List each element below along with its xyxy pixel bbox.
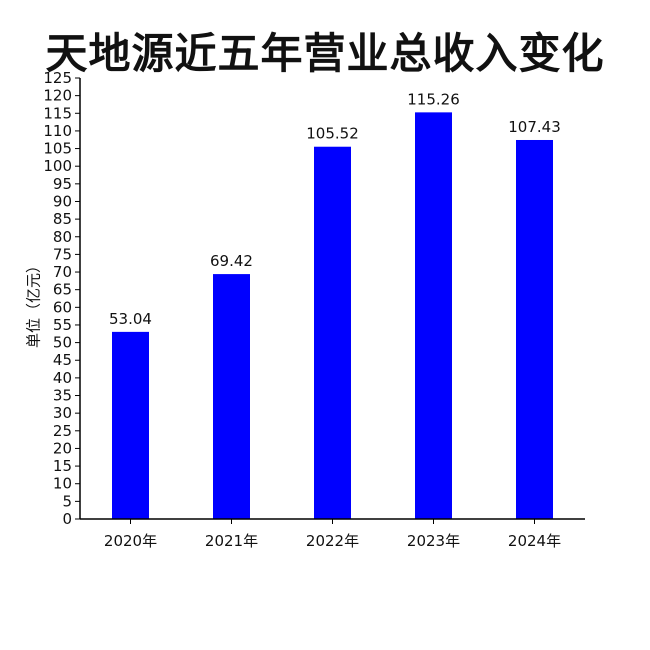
chart-title: 天地源近五年营业总收入变化 (45, 29, 605, 78)
y-tick-label: 15 (53, 457, 72, 475)
y-tick-label: 10 (53, 475, 72, 493)
x-tick-label: 2020年 (104, 532, 157, 550)
x-tick-label: 2022年 (306, 532, 359, 550)
x-axis-ticks: 2020年 2021年 2022年 2023年 2024年 (104, 519, 561, 550)
y-tick-label: 75 (53, 245, 72, 263)
y-tick-label: 65 (53, 281, 72, 299)
y-tick-label: 50 (53, 334, 72, 352)
bar-value-label: 53.04 (109, 310, 152, 328)
bar-value-label: 69.42 (210, 252, 253, 270)
y-tick-label: 110 (43, 122, 72, 140)
value-labels: 53.04 69.42 105.52 115.26 107.43 (109, 90, 561, 328)
y-tick-label: 45 (53, 351, 72, 369)
y-tick-label: 70 (53, 263, 72, 281)
y-tick-label: 95 (53, 175, 72, 193)
y-tick-label: 115 (43, 104, 72, 122)
y-tick-label: 25 (53, 422, 72, 440)
x-tick-label: 2023年 (407, 532, 460, 550)
y-axis-ticks: 0510152025303540455055606570758085909510… (43, 69, 80, 528)
y-tick-label: 105 (43, 140, 72, 158)
x-tick-label: 2024年 (508, 532, 561, 550)
bar-value-label: 107.43 (508, 118, 561, 136)
bar (112, 331, 149, 519)
y-tick-label: 40 (53, 369, 72, 387)
bar (314, 146, 351, 519)
y-tick-label: 20 (53, 439, 72, 457)
y-tick-label: 90 (53, 192, 72, 210)
bar (415, 112, 452, 519)
y-tick-label: 80 (53, 228, 72, 246)
bar (516, 139, 553, 520)
bar-value-label: 115.26 (407, 90, 460, 108)
y-tick-label: 60 (53, 298, 72, 316)
y-tick-label: 100 (43, 157, 72, 175)
y-tick-label: 5 (62, 492, 72, 510)
bar-value-label: 105.52 (306, 125, 359, 143)
y-tick-label: 30 (53, 404, 72, 422)
y-tick-label: 35 (53, 387, 72, 405)
y-tick-label: 120 (43, 87, 72, 105)
bars (112, 112, 553, 520)
x-tick-label: 2021年 (205, 532, 258, 550)
y-tick-label: 0 (62, 510, 72, 528)
y-tick-label: 125 (43, 69, 72, 87)
y-tick-label: 55 (53, 316, 72, 334)
y-tick-label: 85 (53, 210, 72, 228)
bar (213, 274, 250, 519)
